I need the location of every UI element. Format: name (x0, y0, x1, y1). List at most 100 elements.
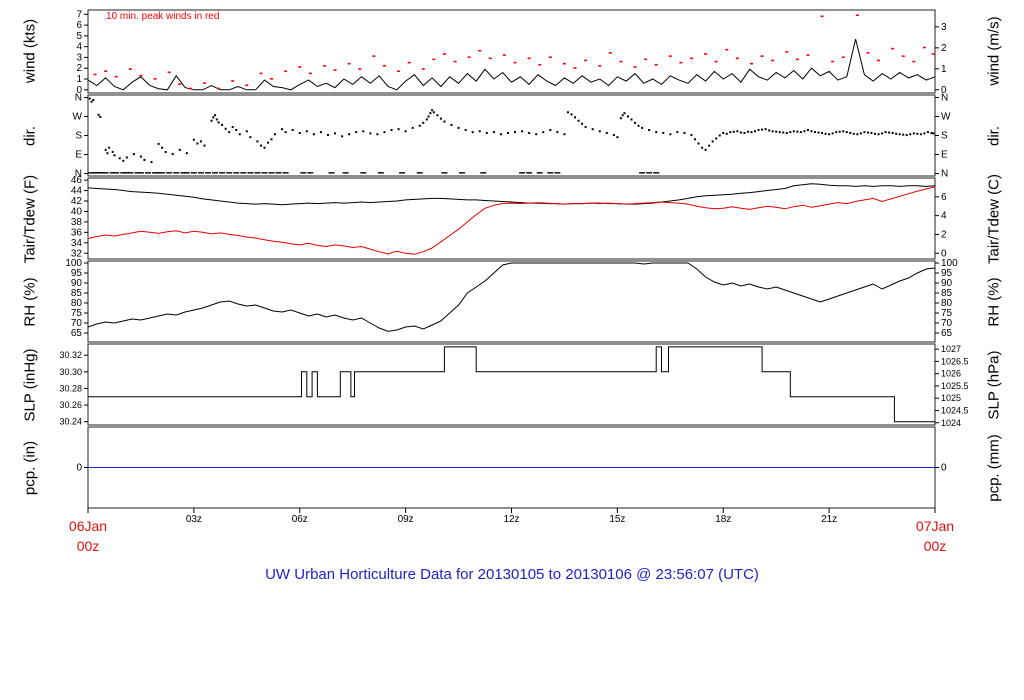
x-axis-tick-label: 15z (609, 514, 626, 525)
y-tick-label: 0 (941, 248, 947, 259)
y-tick-label: 65 (71, 328, 83, 339)
y-tick-label: 5 (76, 31, 82, 42)
x-axis-ticks (87, 508, 936, 513)
y-axis-label-right-pressure: SLP (hPa) (985, 350, 1003, 420)
y-tick-label: N (941, 168, 948, 179)
y-tick-label: 36 (71, 227, 83, 238)
y-tick-label: S (75, 131, 82, 142)
x-axis-tick-label: 21z (821, 514, 838, 525)
y-tick-label: 95 (941, 268, 953, 279)
y-tick-label: W (73, 112, 83, 123)
y-tick-label: 70 (941, 318, 953, 329)
x-axis-tick-label: 09z (397, 514, 414, 525)
series-rh_pct (87, 262, 936, 332)
y-tick-label: S (941, 131, 948, 142)
y-tick-label: N (941, 93, 948, 104)
y-axis-label-right-humidity: RH (%) (985, 277, 1003, 327)
y-tick-label: 65 (941, 328, 953, 339)
peak-winds-annotation: 10 min. peak winds in red (106, 11, 219, 22)
x-axis-date-label: 06Jan 00z (68, 518, 108, 554)
y-tick-label: 1024.5 (941, 405, 969, 415)
y-tick-label: 6 (941, 192, 947, 203)
y-tick-label: 80 (71, 298, 83, 309)
y-tick-label: 80 (941, 298, 953, 309)
y-tick-label: 100 (65, 258, 82, 269)
y-tick-label: 2 (76, 63, 82, 74)
y-tick-label: 85 (941, 288, 953, 299)
y-tick-label: 30.26 (59, 400, 82, 410)
y-tick-label: 6 (76, 20, 82, 31)
y-axis-label-left-humidity: RH (%) (21, 277, 39, 327)
y-axis-label-left-pressure: SLP (inHg) (21, 348, 39, 422)
y-tick-label: 4 (76, 42, 82, 53)
series-tair_f (87, 183, 936, 206)
series-slp_inhg (88, 346, 935, 423)
y-tick-label: 1027 (941, 344, 961, 354)
y-tick-label: 0 (76, 463, 82, 474)
y-tick-label: 30.28 (59, 383, 82, 393)
y-tick-label: 34 (71, 238, 83, 249)
y-tick-label: 1026.5 (941, 356, 969, 366)
x-axis-date-label: 07Jan 00z (915, 518, 955, 554)
y-tick-label: 0 (76, 85, 82, 96)
y-tick-label: 90 (71, 278, 83, 289)
y-tick-label: 7 (76, 9, 82, 20)
y-tick-label: 40 (71, 206, 83, 217)
y-tick-label: 75 (71, 308, 83, 319)
y-tick-label: 1025 (941, 393, 961, 403)
y-tick-label: E (75, 149, 82, 160)
panel-pressure: 30.32 30.30 30.28 30.26 30.24 1027 1026.5 1026 1… (59, 343, 969, 428)
y-axis-label-right-precip: pcp. (mm) (985, 434, 1003, 502)
y-axis-label-left-precip: pcp. (in) (21, 440, 39, 496)
y-tick-label: 1025.5 (941, 381, 969, 391)
y-tick-label: 30.32 (59, 350, 82, 360)
y-tick-label: 0 (941, 85, 947, 96)
x-axis-tick-label: 18z (715, 514, 732, 525)
y-tick-label: 38 (71, 217, 83, 228)
x-axis-tick-label: 06z (291, 514, 308, 525)
series-wind_peak_kts (93, 14, 935, 90)
y-tick-label: 32 (71, 248, 83, 259)
y-tick-label: 1026 (941, 369, 961, 379)
y-tick-label: N (75, 168, 82, 179)
y-tick-label: 70 (71, 318, 83, 329)
y-tick-label: 85 (71, 288, 83, 299)
y-tick-label: 30.24 (59, 417, 82, 427)
series-tdew_f (87, 186, 936, 255)
y-tick-label: N (75, 93, 82, 104)
y-tick-label: 1 (941, 64, 947, 75)
chart-title: UW Urban Horticulture Data for 20130105 … (265, 566, 759, 583)
y-tick-label: 1024 (941, 418, 961, 428)
y-axis-label-right-temperature: Tair/Tdew (C) (985, 173, 1003, 265)
y-tick-label: 100 (941, 258, 958, 269)
y-axis-label-right-dir: dir. (985, 125, 1003, 147)
y-tick-label: 95 (71, 268, 83, 279)
y-tick-label: 3 (941, 22, 947, 33)
y-tick-label: E (941, 149, 948, 160)
y-tick-label: 4 (941, 211, 947, 222)
y-axis-label-left-wind: wind (kts) (21, 18, 39, 84)
y-tick-label: 90 (941, 278, 953, 289)
x-axis-tick-label: 03z (185, 514, 202, 525)
y-tick-label: 0 (941, 463, 947, 474)
y-tick-label: 1 (76, 74, 82, 85)
y-tick-label: 2 (941, 229, 947, 240)
series-wind_avg_kts (87, 38, 936, 91)
y-axis-label-right-wind: wind (m/s) (985, 16, 1003, 86)
series-wind_dir_deg (88, 97, 935, 164)
y-tick-label: 2 (941, 43, 947, 54)
y-tick-label: 3 (76, 52, 82, 63)
y-axis-label-left-dir: dir. (21, 125, 39, 147)
y-axis-label-left-temperature: Tair/Tdew (F) (21, 174, 39, 264)
y-tick-label: W (941, 112, 951, 123)
y-tick-label: 30.30 (59, 367, 82, 377)
y-tick-label: 44 (71, 186, 83, 197)
y-tick-label: 46 (71, 175, 83, 186)
y-tick-label: 42 (71, 196, 83, 207)
